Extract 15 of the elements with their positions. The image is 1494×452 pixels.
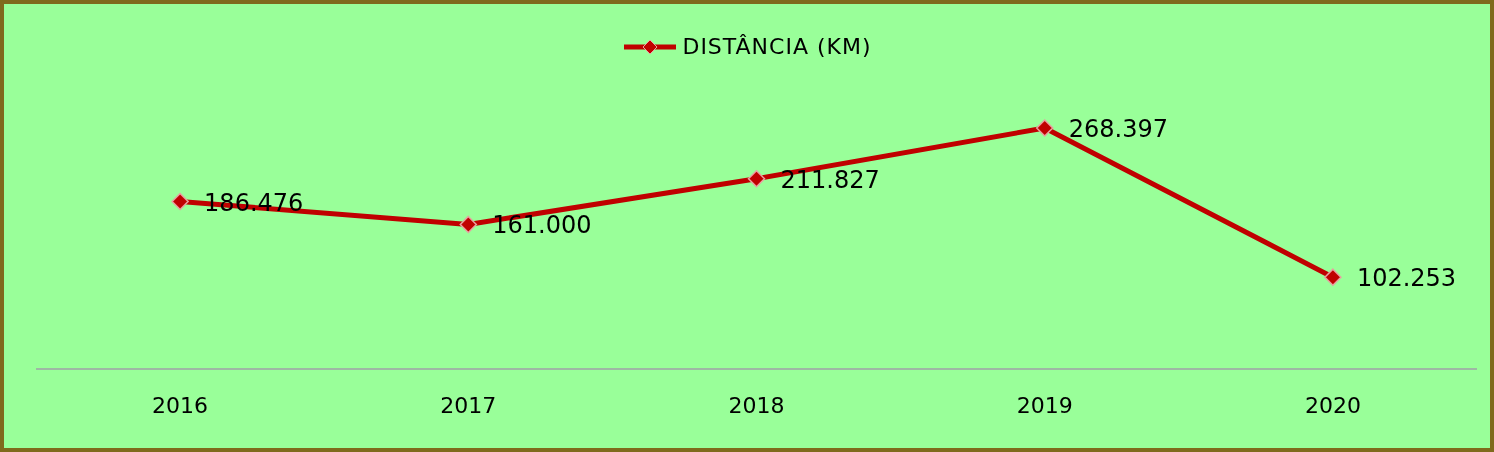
point: [1324, 268, 1342, 286]
point: [747, 170, 766, 188]
point: [171, 192, 189, 211]
point: [459, 215, 478, 234]
point: [1035, 119, 1054, 137]
data-label: 268.397: [1068, 115, 1168, 143]
data-label: 161.000: [492, 211, 592, 240]
data-label: 211.827: [780, 165, 880, 194]
x-tick-label: 2020: [1304, 392, 1361, 418]
x-tick-label: 2019: [1016, 392, 1073, 418]
legend-label: DISTÂNCIA (KM): [682, 34, 872, 59]
data-label: 102.253: [1356, 264, 1457, 293]
x-tick-label: 2017: [440, 392, 497, 418]
x-tick-label: 2018: [728, 392, 785, 418]
x-tick-label: 2016: [152, 392, 209, 418]
